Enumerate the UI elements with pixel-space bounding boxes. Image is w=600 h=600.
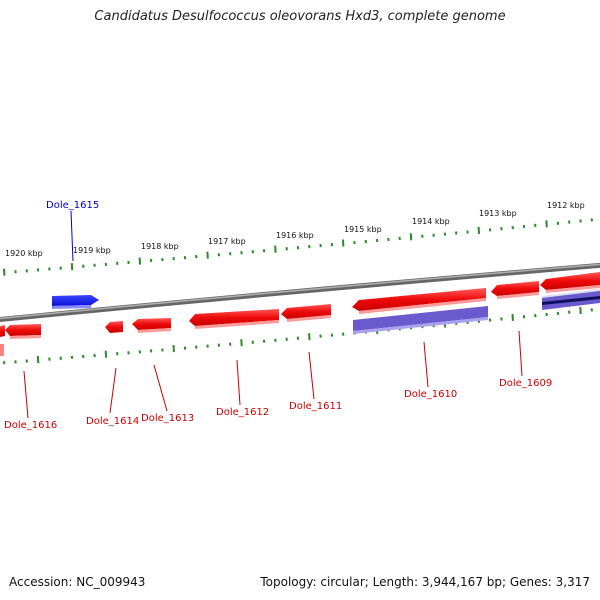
gene-label-leader	[70, 210, 74, 262]
gene-label-leader	[153, 364, 168, 412]
genome-backbone-highlight	[0, 263, 600, 320]
kbp-label: 1916 kbp	[276, 231, 314, 240]
rna-band-dark	[542, 296, 600, 305]
gene-label-leader	[308, 351, 315, 400]
reverse-gene-shadow	[359, 298, 486, 314]
reverse-gene-arrow[interactable]	[132, 318, 171, 330]
gene-label-leader	[23, 370, 29, 419]
gene-label-dole-1609[interactable]: Dole_1609	[499, 378, 552, 389]
reverse-gene-track	[0, 272, 600, 356]
kbp-label: 1917 kbp	[208, 237, 246, 246]
forward-gene-shadow	[52, 305, 91, 309]
genome-backbone	[0, 262, 600, 323]
forward-gene-arrow[interactable]	[52, 295, 99, 306]
reverse-gene-shadow	[497, 292, 539, 299]
gene-label-dole-1615[interactable]: Dole_1615	[46, 200, 99, 211]
genome-stats-text: Topology: circular; Length: 3,944,167 bp…	[260, 575, 590, 589]
kbp-label: 1919 kbp	[73, 246, 111, 255]
gene-label-dole-1610[interactable]: Dole_1610	[404, 389, 457, 400]
reverse-gene-arrow[interactable]	[5, 324, 41, 336]
reverse-gene-shadow	[546, 285, 600, 293]
rna-band	[353, 306, 488, 331]
kbp-label: 1913 kbp	[479, 209, 517, 218]
page-title: Candidatus Desulfococcus oleovorans Hxd3…	[94, 9, 506, 24]
reverse-gene-arrow[interactable]	[540, 272, 600, 290]
gene-label-leader	[518, 330, 523, 377]
gene-label-dole-1616[interactable]: Dole_1616	[4, 420, 57, 431]
kbp-label: 1920 kbp	[5, 249, 43, 258]
gene-label-dole-1614[interactable]: Dole_1614	[86, 416, 139, 427]
reverse-gene-shadow	[287, 315, 331, 322]
rna-band	[0, 344, 4, 356]
gene-label-leader	[423, 341, 429, 388]
accession-text: Accession: NC_009943	[9, 575, 146, 589]
gene-label-dole-1612[interactable]: Dole_1612	[216, 407, 269, 418]
gene-labels-bottom: Dole_1616 Dole_1614 Dole_1613 Dole_1612 …	[4, 378, 552, 431]
reverse-gene-shadow	[195, 320, 279, 329]
gene-label-leader	[236, 359, 241, 406]
gene-dole-1615[interactable]	[52, 295, 99, 309]
reverse-gene-arrow[interactable]	[105, 321, 123, 333]
reverse-gene-shadow	[10, 335, 41, 339]
kbp-label: 1914 kbp	[412, 217, 450, 226]
reverse-gene-arrow[interactable]	[491, 281, 539, 296]
gene-label-dole-1611[interactable]: Dole_1611	[289, 401, 342, 412]
reverse-gene-arrow[interactable]	[0, 325, 5, 337]
top-tick-track	[3, 218, 593, 276]
reverse-gene-arrow[interactable]	[352, 288, 486, 311]
kbp-label: 1912 kbp	[547, 201, 585, 210]
reverse-gene-shadow	[138, 328, 171, 333]
kbp-label: 1915 kbp	[344, 225, 382, 234]
rna-band-edge	[542, 289, 600, 298]
kbp-scale: 1920 kbp 1919 kbp 1918 kbp 1917 kbp 1916…	[5, 201, 585, 258]
kbp-label: 1918 kbp	[141, 242, 179, 251]
rna-band-shadow	[353, 317, 488, 334]
reverse-gene-arrow[interactable]	[189, 309, 279, 326]
gene-label-dole-1613[interactable]: Dole_1613	[141, 413, 194, 424]
gene-label-leader	[109, 367, 117, 414]
gene-label-leaders	[23, 330, 523, 419]
reverse-gene-arrow[interactable]	[281, 304, 331, 319]
